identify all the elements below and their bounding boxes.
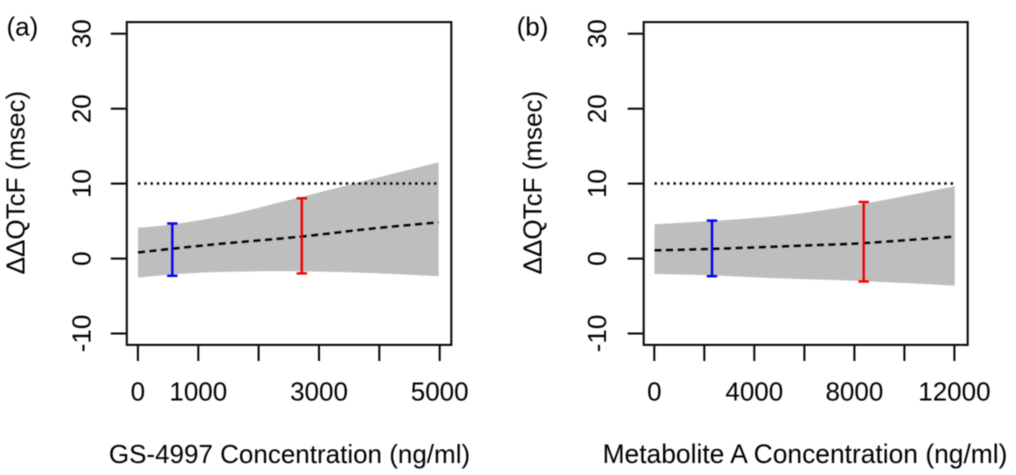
svg-text:5000: 5000 <box>411 376 469 406</box>
svg-text:8000: 8000 <box>825 376 883 406</box>
svg-text:12000: 12000 <box>918 376 990 406</box>
svg-text:ΔΔQTcF (msec): ΔΔQTcF (msec) <box>0 91 30 275</box>
svg-text:20: 20 <box>582 94 612 123</box>
svg-text:0: 0 <box>131 376 145 406</box>
svg-text:4000: 4000 <box>725 376 783 406</box>
svg-text:1000: 1000 <box>169 376 227 406</box>
svg-text:-10: -10 <box>582 315 612 353</box>
svg-text:30: 30 <box>582 19 612 48</box>
svg-text:10: 10 <box>67 169 97 198</box>
svg-text:0: 0 <box>647 376 661 406</box>
svg-text:10: 10 <box>582 169 612 198</box>
svg-text:(a): (a) <box>7 12 39 42</box>
svg-text:-10: -10 <box>67 315 97 353</box>
svg-text:ΔΔQTcF (msec): ΔΔQTcF (msec) <box>517 91 547 275</box>
svg-text:0: 0 <box>67 251 97 265</box>
svg-text:30: 30 <box>67 19 97 48</box>
svg-text:(b): (b) <box>517 12 549 42</box>
svg-text:GS-4997 Concentration (ng/ml): GS-4997 Concentration (ng/ml) <box>109 439 470 469</box>
svg-text:Metabolite A Concentration (ng: Metabolite A Concentration (ng/ml) <box>603 439 1008 469</box>
svg-text:3000: 3000 <box>290 376 348 406</box>
svg-text:0: 0 <box>582 251 612 265</box>
svg-text:20: 20 <box>67 94 97 123</box>
